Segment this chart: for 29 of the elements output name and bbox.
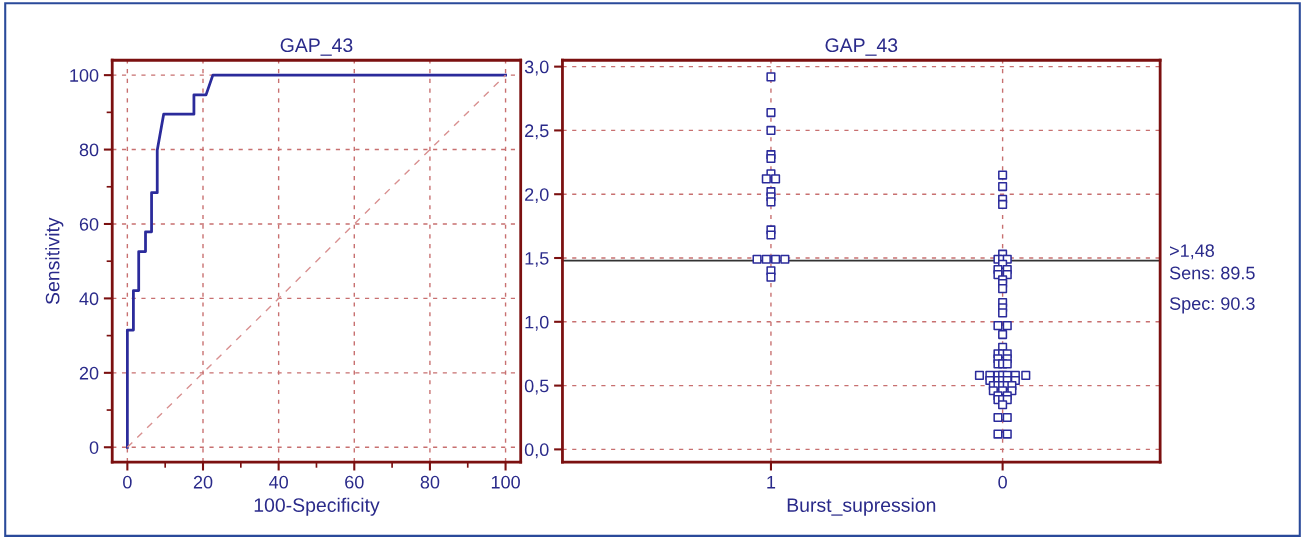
ref-line-label: >1,48 xyxy=(1170,244,1215,260)
x-tick-label: 20 xyxy=(193,475,213,489)
x-axis-title: Burst_supression xyxy=(787,497,936,516)
y-tick-label: 60 xyxy=(79,217,99,231)
y-tick-label: 0 xyxy=(89,441,99,454)
y-tick-label: 2,5 xyxy=(525,124,549,140)
y-tick-label: 40 xyxy=(79,292,99,306)
y-tick-label: 2,0 xyxy=(525,188,549,204)
x-axis-title: 100-Specificity xyxy=(254,497,380,516)
x-tick-label: 80 xyxy=(420,475,440,489)
y-tick-label: 0,5 xyxy=(524,379,549,395)
x-tick-label: 0 xyxy=(123,475,132,489)
y-axis-title: Sensitivity xyxy=(45,217,64,305)
x-tick-label: 0 xyxy=(998,475,1007,489)
y-tick-label: 3,0 xyxy=(524,60,549,76)
y-tick-label: 80 xyxy=(79,143,99,157)
text: Spec: 90.3 xyxy=(1169,297,1255,314)
y-tick-label: 20 xyxy=(79,366,99,380)
x-tick-label: 60 xyxy=(345,475,364,489)
y-tick-label: 1,5 xyxy=(525,252,549,267)
x-tick-label: 40 xyxy=(269,475,288,489)
y-tick-label: 1,0 xyxy=(525,315,549,331)
chart-title: GAP_43 xyxy=(825,38,898,56)
y-tick-label: 0,0 xyxy=(524,443,549,459)
chart-title: GAP_43 xyxy=(280,38,353,56)
y-tick-label: 100 xyxy=(70,69,99,82)
text: Sens: 89.5 xyxy=(1169,266,1255,280)
x-tick-label: 1 xyxy=(767,476,776,489)
x-tick-label: 100 xyxy=(491,475,520,489)
